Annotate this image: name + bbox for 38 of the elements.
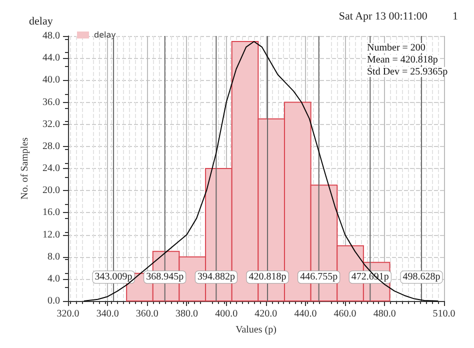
ref-line-label: 368.945p [146,272,184,283]
x-tick-label: 320.0 [56,308,80,320]
y-tick-label: 32.0 [42,118,60,130]
ref-line-label: 446.755p [300,272,338,283]
x-axis-title: Values (p) [236,324,276,336]
y-tick-label: 8.0 [48,251,60,262]
x-tick-label: 510.0 [432,308,456,320]
x-tick-label: 340.0 [96,308,119,320]
text: Sat Apr 13 00:11:00 [338,10,428,22]
ref-line-label: 498.628p [402,272,440,283]
y-tick-label: 12.0 [42,229,60,240]
x-tick-label: 460.0 [334,308,356,320]
x-tick-label: 440.0 [294,308,317,320]
annotation: Mean = 420.818p [367,54,438,66]
x-tick-label: 380.0 [175,308,198,320]
ref-line-label: 394.882p [197,272,235,283]
y-tick-label: 4.0 [48,273,60,284]
legend-label: delay [94,30,116,40]
y-tick-label: 48.0 [42,30,60,42]
annotation: Std Dev = 25.9365p [367,66,448,78]
text: 1 [452,10,458,22]
chart-title: delay [29,16,54,28]
x-tick-label: 420.0 [254,308,278,320]
y-tick-label: 0.0 [48,296,60,306]
y-tick-label: 20.0 [42,185,60,196]
y-tick-label: 44.0 [42,52,60,64]
y-axis-title: No. of Samples [20,137,30,200]
y-tick-label: 36.0 [42,96,60,108]
y-tick-label: 16.0 [42,207,60,218]
ref-line-label: 420.818p [248,272,286,283]
y-tick-label: 24.0 [42,163,60,174]
x-tick-label: 480.0 [373,308,396,320]
x-tick-label: 400.0 [215,308,238,320]
x-tick-label: 360.0 [136,308,158,320]
y-tick-label: 40.0 [42,74,60,86]
y-tick-label: 28.0 [42,140,60,152]
ref-line-label: 343.009p [94,272,132,283]
annotation: Number = 200 [367,42,426,54]
